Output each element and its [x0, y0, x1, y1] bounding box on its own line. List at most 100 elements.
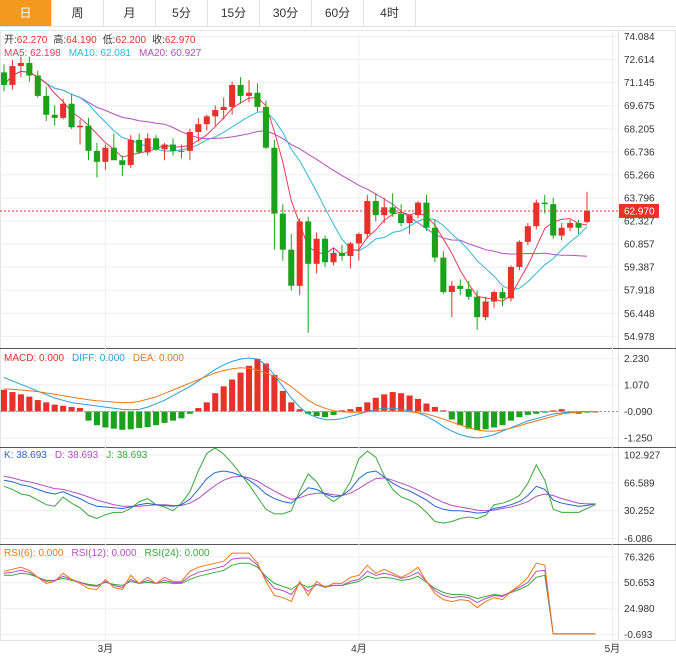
candle-body [431, 227, 438, 258]
y-tick-label: 66.589 [624, 478, 655, 489]
ohlc-value: 62.200 [116, 35, 147, 46]
y-tick-label: 74.084 [624, 32, 655, 43]
candle-body [26, 62, 33, 76]
y-tick-label: 76.326 [624, 552, 655, 563]
macd-bar [491, 411, 498, 428]
y-tick-label: 60.857 [624, 240, 655, 251]
candle-body [9, 66, 16, 85]
candle-body [51, 114, 58, 118]
candle-body [262, 106, 269, 148]
macd-bar [127, 411, 134, 430]
macd-bar [26, 396, 33, 412]
tab-3[interactable]: 5分 [156, 0, 208, 26]
y-tick-label: 30.252 [624, 506, 655, 517]
macd-bar [558, 409, 565, 412]
candle-body [465, 288, 472, 297]
rsi6-line [3, 552, 596, 635]
d-line [3, 475, 596, 512]
y-tick-label: 56.448 [624, 309, 655, 320]
macd-bar [398, 393, 405, 412]
candle-body [93, 150, 100, 162]
macd-bar [406, 395, 413, 412]
candle-body [136, 139, 143, 153]
candle-body [423, 202, 430, 228]
rsi-legend-item: RSI(12): 0.000 [71, 548, 136, 559]
macd-bar [457, 411, 464, 426]
macd-bar [313, 411, 320, 417]
macd-bar [229, 379, 236, 412]
candle-body [372, 201, 379, 216]
macd-bar [524, 411, 531, 415]
candle-body [169, 144, 177, 151]
y-tick-label: 65.266 [624, 170, 655, 181]
y-tick-label: 2.230 [624, 354, 649, 365]
candle-body [516, 241, 523, 267]
candle-body [414, 202, 422, 216]
macd-bar [550, 410, 557, 412]
macd-bar [178, 411, 185, 419]
macd-bar [102, 411, 109, 428]
candle-body [550, 204, 557, 236]
ma-legend-item: MA5: 62.198 [4, 48, 61, 59]
macd-bar [541, 411, 548, 413]
macd-bar [77, 408, 84, 412]
tab-0[interactable]: 日 [0, 0, 52, 26]
macd-bar [85, 411, 92, 421]
tab-4[interactable]: 15分 [208, 0, 260, 26]
y-tick-label: 62.327 [624, 217, 655, 228]
tab-7[interactable]: 4时 [364, 0, 416, 26]
candle-body [398, 213, 405, 224]
tab-2[interactable]: 月 [104, 0, 156, 26]
candle-body [178, 150, 185, 152]
candle-body [322, 238, 329, 263]
candle-body [43, 95, 50, 115]
macd-bar [237, 372, 244, 412]
tab-6[interactable]: 60分 [312, 0, 364, 26]
candle-body [34, 75, 41, 96]
y-tick-label: 102.927 [624, 450, 661, 461]
macd-bar [51, 404, 58, 412]
y-tick-label: 57.918 [624, 286, 655, 297]
macd-bar [465, 411, 472, 429]
candle-body [457, 285, 464, 289]
candle-body [491, 292, 498, 302]
candle-body [482, 301, 489, 318]
y-tick-label: -6.086 [624, 534, 653, 545]
candle-body [296, 221, 303, 286]
j-line [3, 447, 596, 524]
candle-body [305, 221, 312, 264]
candle-body [347, 243, 354, 256]
x-tick-label: 4月 [351, 643, 367, 655]
macd-bar [212, 393, 219, 412]
candle-body [474, 296, 481, 318]
tab-1[interactable]: 周 [52, 0, 104, 26]
macd-bar [533, 411, 540, 414]
candle-body [110, 147, 117, 161]
last-price-badge [619, 203, 659, 218]
macd-bar [271, 374, 278, 412]
candle-body [127, 139, 134, 165]
candle-body [68, 103, 75, 128]
macd-bar [507, 411, 514, 421]
candle-body [0, 72, 8, 85]
candle-body [448, 285, 455, 293]
candle-body [271, 147, 278, 214]
ohlc-label: 高: [53, 33, 66, 46]
ohlc-label: 开: [4, 35, 17, 46]
macd-bar [0, 389, 8, 412]
candle-body [567, 223, 574, 228]
candle-body [237, 84, 244, 96]
chart-area[interactable]: 3月 4月 5月 74.084 72.614 71.145 69.675 68.205 66.7… [0, 27, 676, 666]
macd-bar [330, 411, 337, 415]
macd-bar [364, 402, 371, 412]
macd-bar [169, 411, 177, 421]
candle-body [558, 227, 565, 236]
candle-body [254, 92, 261, 107]
tab-5[interactable]: 30分 [260, 0, 312, 26]
candle-body [245, 92, 253, 96]
last-price-label: 62.970 [624, 206, 655, 217]
y-tick-label: 69.675 [624, 101, 655, 112]
candle-body [85, 125, 92, 151]
candle-body [364, 201, 371, 235]
macd-bar [17, 394, 24, 412]
